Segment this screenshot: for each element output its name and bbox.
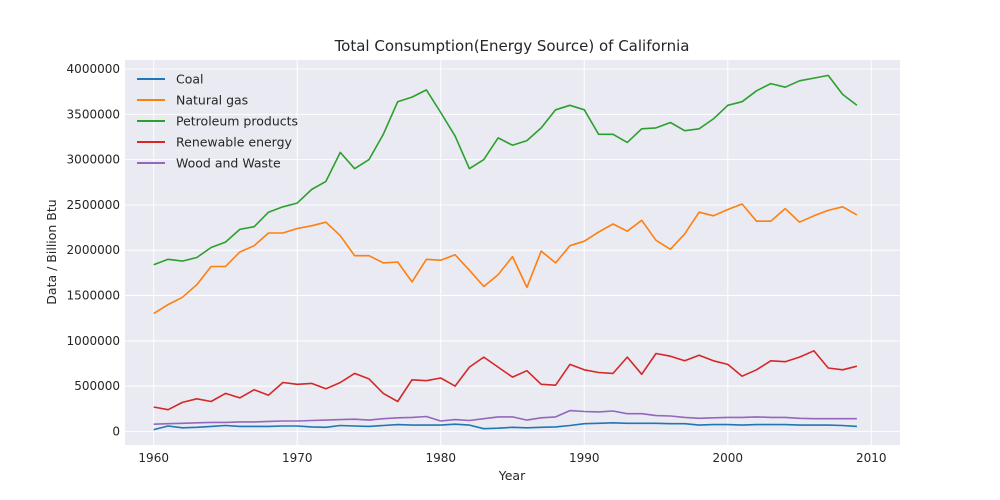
x-tick-label: 1970 xyxy=(282,451,313,465)
plot-background xyxy=(125,60,900,445)
x-axis-ticks: 1960 1970 1980 1990 2000 2010 xyxy=(138,451,886,465)
y-tick-label: 2000000 xyxy=(67,243,120,257)
legend-label: Natural gas xyxy=(176,93,248,108)
x-tick-label: 1990 xyxy=(569,451,600,465)
series-line-renewable-energy xyxy=(153,349,858,411)
y-tick-label: 3500000 xyxy=(67,107,120,121)
y-axis-ticks: 0 500000 1000000 1500000 2000000 2500000 30000… xyxy=(67,62,120,438)
series-line-natural-gas xyxy=(153,203,858,315)
legend-label: Petroleum products xyxy=(176,114,298,129)
x-tick-label: 1980 xyxy=(425,451,456,465)
series-line-coal xyxy=(153,421,857,431)
chart-title: Total Consumption(Energy Source) of Cali… xyxy=(334,37,690,55)
legend-label: Wood and Waste xyxy=(176,156,281,171)
series-line-wood-and-waste xyxy=(153,409,857,425)
y-tick-label: 2500000 xyxy=(67,198,120,212)
y-tick-label: 1500000 xyxy=(67,289,120,303)
y-tick-label: 500000 xyxy=(74,379,120,393)
x-tick-label: 1960 xyxy=(138,451,169,465)
y-tick-label: 4000000 xyxy=(67,62,120,76)
series-line-petroleum-products xyxy=(153,74,858,266)
series-lines xyxy=(153,74,858,431)
y-tick-label: 3000000 xyxy=(67,153,120,167)
x-tick-label: 2000 xyxy=(713,451,744,465)
legend-label: Renewable energy xyxy=(176,135,293,150)
x-tick-label: 2010 xyxy=(856,451,887,465)
legend-label: Coal xyxy=(176,72,204,87)
y-axis-title: Data / Billion Btu xyxy=(44,199,59,304)
x-axis-title: Year xyxy=(498,468,526,483)
y-tick-label: 1000000 xyxy=(67,334,120,348)
grid-lines xyxy=(125,60,900,445)
legend: Coal Natural gas Petroleum products Renewab… xyxy=(137,72,298,171)
y-tick-label: 0 xyxy=(112,424,120,438)
